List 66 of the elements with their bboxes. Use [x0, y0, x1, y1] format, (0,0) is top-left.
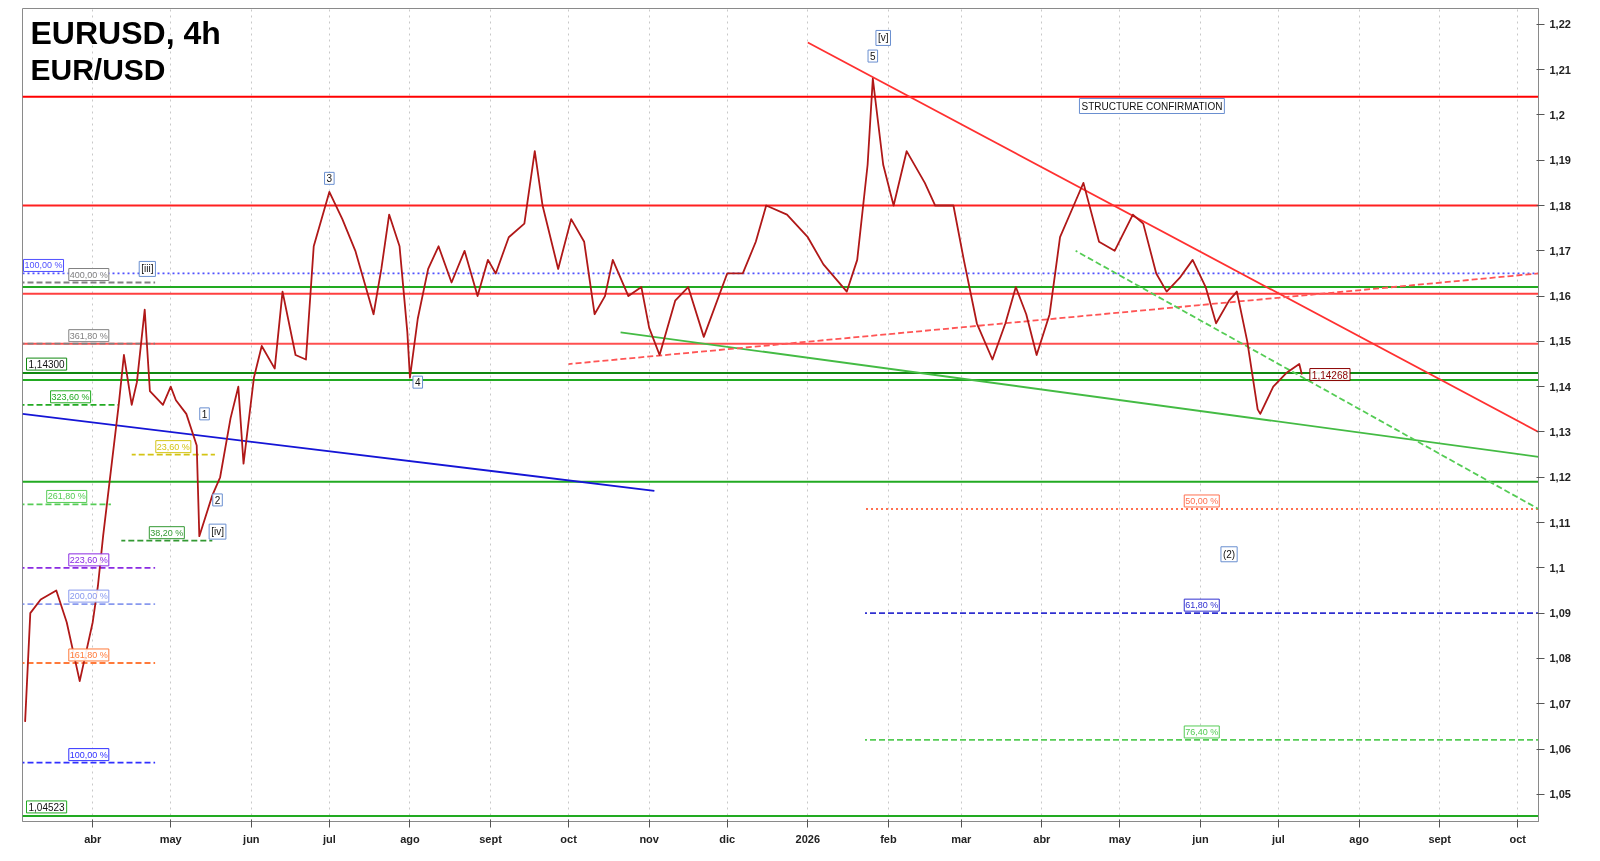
ref-line-label: 1,04523 [28, 801, 66, 813]
x-tick-label: mar [951, 832, 973, 845]
x-tick-label: oct [1509, 832, 1527, 845]
annotation: (2) [1222, 548, 1236, 560]
annotation: 3 [326, 173, 333, 185]
x-tick-label: may [1108, 832, 1132, 845]
annotation: [iii] [141, 263, 154, 275]
annotation: [iv] [211, 526, 225, 538]
series-label: 323,60 % [51, 391, 90, 402]
annotation: 1 [201, 408, 208, 420]
y-tick-label: 1,11 [1549, 516, 1571, 529]
annotation: 1,14268 [1311, 369, 1349, 381]
y-tick-label: 1,14 [1549, 380, 1572, 393]
y-tick-label: 1,05 [1549, 788, 1571, 801]
series-label: 200,00 % [69, 591, 108, 602]
annotation: 5 [870, 51, 877, 63]
x-tick-label: 2026 [795, 832, 821, 845]
series-label: 100,00 % [69, 749, 108, 760]
annotation: 2 [214, 494, 221, 506]
y-tick-label: 1,07 [1549, 697, 1571, 710]
y-tick-label: 1,21 [1549, 63, 1571, 76]
y-tick-label: 1,17 [1549, 244, 1571, 257]
annotation: 4 [414, 377, 421, 389]
x-tick-label: ago [400, 832, 421, 845]
annotation: STRUCTURE CONFIRMATION [1081, 100, 1223, 112]
x-tick-label: ago [1349, 832, 1370, 845]
y-tick-label: 1,22 [1549, 18, 1571, 31]
series-label: 23,60 % [156, 441, 190, 452]
series-label: 400,00 % [69, 269, 108, 280]
y-tick-label: 1,13 [1549, 425, 1571, 438]
series-label: 100,00 % [24, 260, 63, 271]
y-tick-label: 1,08 [1549, 652, 1571, 665]
x-tick-label: jul [321, 832, 336, 845]
chart-title: EURUSD, 4h [30, 14, 221, 51]
x-tick-label: dic [719, 832, 736, 845]
series-label: 50,00 % [1185, 495, 1219, 506]
series-label: 361,80 % [69, 330, 108, 341]
x-tick-label: may [159, 832, 183, 845]
y-tick-label: 1,19 [1549, 154, 1571, 167]
y-tick-label: 1,16 [1549, 290, 1571, 303]
y-tick-label: 1,18 [1549, 199, 1571, 212]
x-tick-label: nov [639, 832, 660, 845]
ref-line-label: 1,14300 [28, 359, 66, 371]
y-tick-label: 1,06 [1549, 743, 1571, 756]
y-tick-label: 1,1 [1549, 561, 1565, 574]
series-label: 223,60 % [69, 554, 108, 565]
x-tick-label: jun [242, 832, 260, 845]
annotation: [v] [877, 32, 889, 44]
y-tick-label: 1,12 [1549, 471, 1571, 484]
x-tick-label: feb [880, 832, 897, 845]
series-label: 161,80 % [69, 649, 108, 660]
x-tick-label: sept [1428, 832, 1452, 845]
x-tick-label: oct [560, 832, 578, 845]
y-tick-label: 1,15 [1549, 335, 1571, 348]
x-tick-label: sept [479, 832, 503, 845]
series-label: 261,80 % [47, 491, 86, 502]
x-tick-label: abr [1033, 832, 1052, 845]
x-tick-label: jun [1191, 832, 1209, 845]
x-tick-label: jul [1271, 832, 1285, 845]
series-label: 38,20 % [150, 527, 184, 538]
series-label: 76,40 % [1185, 726, 1219, 737]
text: EUR/USD [30, 52, 166, 86]
series-label: 61,80 % [1185, 600, 1219, 611]
y-tick-label: 1,09 [1549, 607, 1571, 620]
y-tick-label: 1,2 [1549, 108, 1565, 121]
x-tick-label: abr [84, 832, 102, 845]
